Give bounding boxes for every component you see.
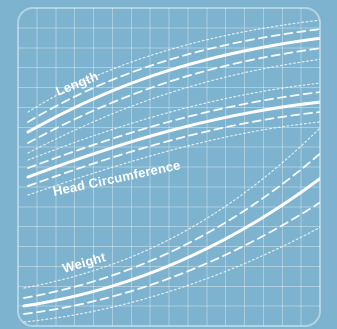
length-curve-lower-dotted	[27, 57, 320, 154]
head-curve-lower-dotted	[27, 120, 320, 196]
head-curve-upper-dotted	[27, 81, 320, 161]
grid-panel: Length Head Circumference Weight	[18, 8, 320, 326]
length-curve-upper-dashed	[27, 27, 320, 123]
weight-curve-lower-dotted	[23, 221, 320, 323]
panel-border	[17, 7, 321, 327]
weight-label: Weight	[61, 249, 108, 276]
head-curve-lower-dashed	[27, 110, 320, 187]
weight-curve-group	[22, 117, 320, 323]
length-curve-lower-dashed	[27, 46, 320, 144]
weight-curve-main	[22, 169, 320, 308]
head-curve-main	[26, 99, 320, 179]
head-circumference-curve-group	[26, 81, 320, 196]
grid-lines	[18, 8, 320, 326]
head-circumference-label: Head Circumference	[52, 157, 182, 199]
weight-curve-lower-dashed	[23, 195, 320, 315]
length-curve-group	[26, 18, 320, 154]
length-curve-upper-dotted	[27, 18, 320, 113]
weight-curve-upper-dotted	[23, 117, 320, 289]
weight-curve-upper-dashed	[23, 144, 320, 299]
length-curve-main	[26, 35, 320, 134]
head-curve-upper-dashed	[27, 90, 320, 169]
